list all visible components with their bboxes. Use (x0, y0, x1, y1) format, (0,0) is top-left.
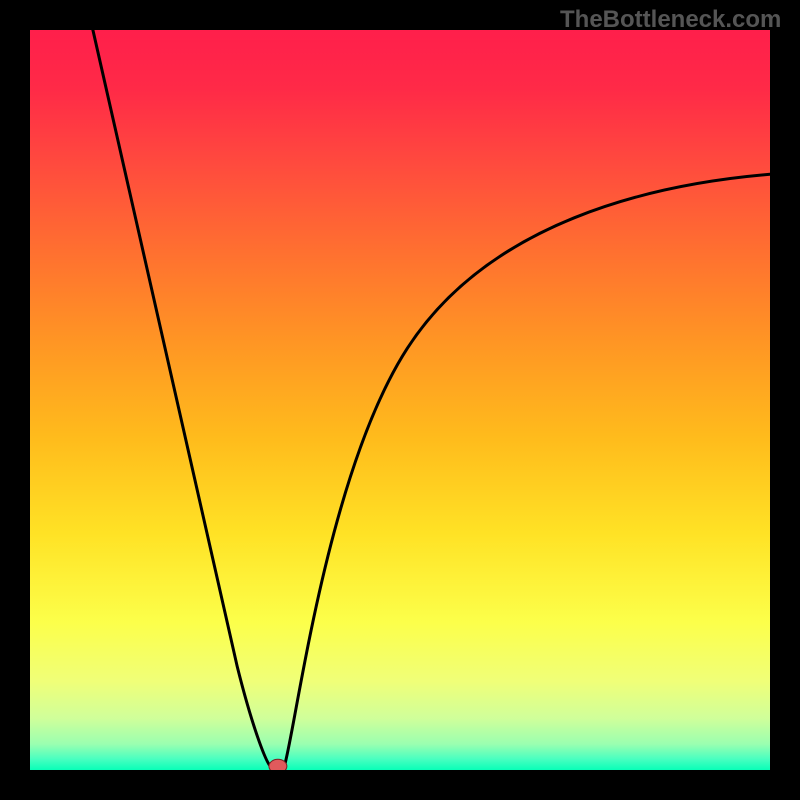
chart-frame: TheBottleneck.com (0, 0, 800, 800)
curve-layer (30, 30, 770, 770)
watermark-text: TheBottleneck.com (560, 6, 781, 34)
plot-area (30, 30, 770, 770)
bottleneck-curve (93, 30, 770, 769)
current-point-marker (269, 759, 287, 770)
